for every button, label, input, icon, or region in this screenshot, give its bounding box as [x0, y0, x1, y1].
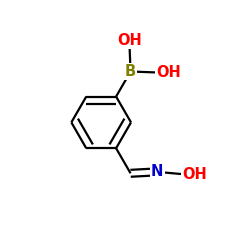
Text: OH: OH [156, 65, 181, 80]
Text: B: B [125, 64, 136, 79]
Text: OH: OH [117, 33, 142, 48]
Text: N: N [151, 164, 164, 179]
Text: OH: OH [183, 167, 208, 182]
